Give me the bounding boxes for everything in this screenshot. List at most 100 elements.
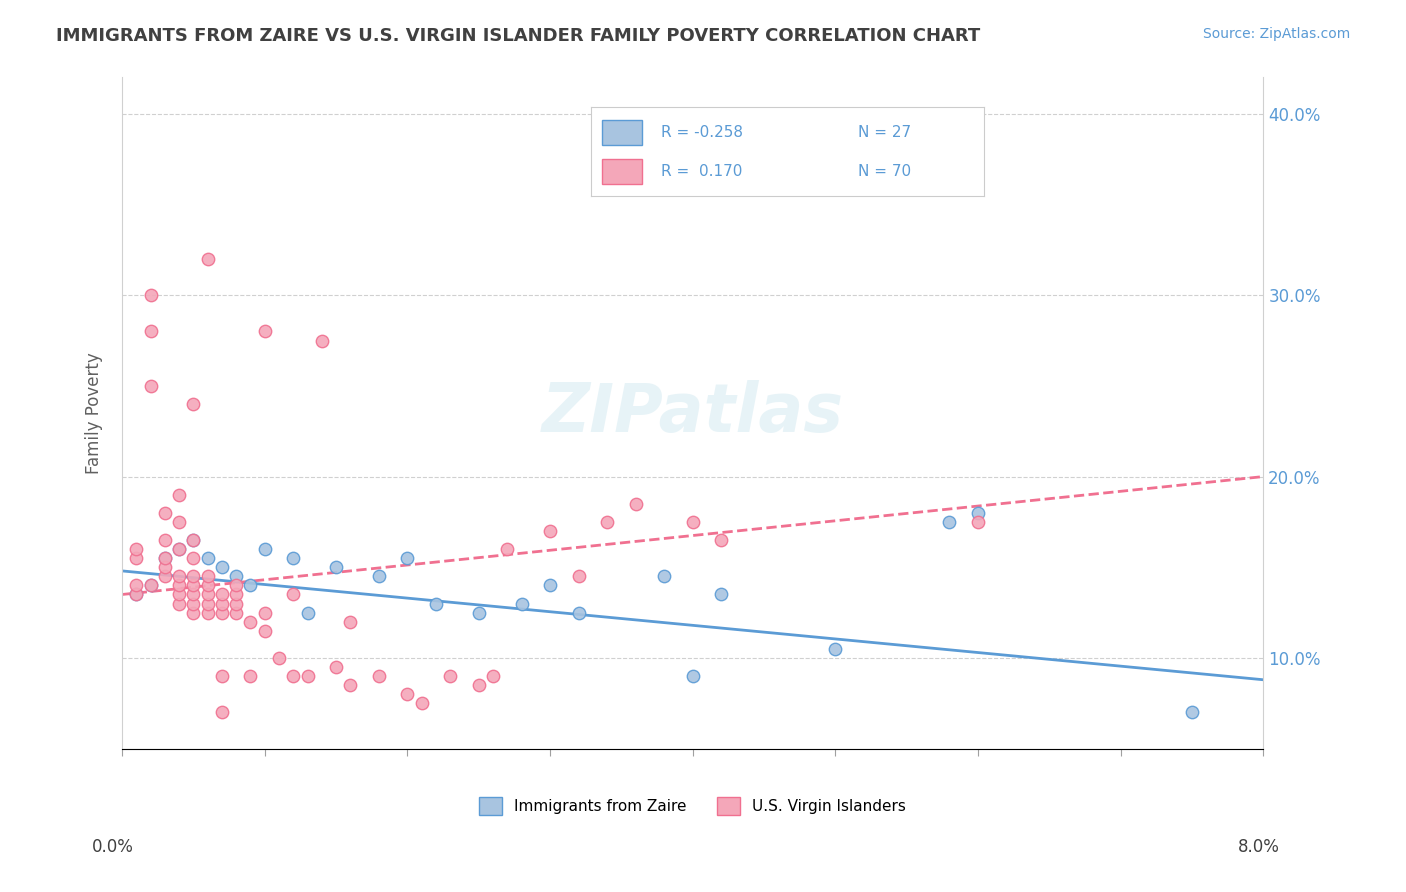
Point — [496, 542, 519, 557]
Text: Source: ZipAtlas.com: Source: ZipAtlas.com — [1202, 27, 1350, 41]
Point — [183, 551, 205, 566]
Point — [297, 606, 319, 620]
Point — [339, 678, 361, 692]
Point — [139, 288, 162, 302]
Point — [153, 533, 176, 547]
Point — [624, 497, 647, 511]
Point — [682, 515, 704, 529]
Point — [167, 578, 190, 592]
Point — [125, 578, 148, 592]
Point — [567, 606, 589, 620]
Point — [183, 587, 205, 601]
Point — [167, 569, 190, 583]
Point — [482, 669, 505, 683]
Point — [467, 678, 489, 692]
Point — [325, 560, 347, 574]
Point — [125, 587, 148, 601]
Point — [197, 606, 219, 620]
Point — [396, 687, 419, 701]
Point — [139, 578, 162, 592]
Point — [211, 669, 233, 683]
Point — [197, 551, 219, 566]
Point — [267, 651, 290, 665]
Point — [396, 551, 419, 566]
Text: IMMIGRANTS FROM ZAIRE VS U.S. VIRGIN ISLANDER FAMILY POVERTY CORRELATION CHART: IMMIGRANTS FROM ZAIRE VS U.S. VIRGIN ISL… — [56, 27, 980, 45]
Text: N = 70: N = 70 — [858, 164, 911, 178]
Text: 8.0%: 8.0% — [1237, 838, 1279, 855]
Point — [225, 578, 247, 592]
Point — [824, 641, 846, 656]
Point — [167, 542, 190, 557]
Point — [283, 587, 305, 601]
Point — [183, 606, 205, 620]
Point — [167, 597, 190, 611]
Point — [153, 560, 176, 574]
Point — [425, 597, 447, 611]
Point — [253, 624, 276, 638]
Point — [225, 597, 247, 611]
Point — [253, 325, 276, 339]
Point — [197, 578, 219, 592]
Point — [225, 587, 247, 601]
Point — [225, 606, 247, 620]
Point — [538, 578, 561, 592]
FancyBboxPatch shape — [602, 120, 641, 145]
Point — [211, 706, 233, 720]
Point — [167, 587, 190, 601]
Point — [1181, 706, 1204, 720]
Point — [197, 569, 219, 583]
Point — [167, 515, 190, 529]
Point — [652, 569, 675, 583]
Point — [239, 669, 262, 683]
Point — [411, 697, 433, 711]
Point — [283, 669, 305, 683]
Point — [139, 578, 162, 592]
Point — [967, 506, 990, 520]
Point — [567, 569, 589, 583]
Point — [467, 606, 489, 620]
Point — [197, 597, 219, 611]
Point — [153, 569, 176, 583]
Point — [938, 515, 960, 529]
Point — [211, 560, 233, 574]
Point — [253, 606, 276, 620]
FancyBboxPatch shape — [602, 159, 641, 184]
Point — [211, 597, 233, 611]
Point — [225, 569, 247, 583]
Point — [167, 488, 190, 502]
Point — [325, 660, 347, 674]
Point — [283, 551, 305, 566]
Point — [125, 542, 148, 557]
Point — [197, 587, 219, 601]
Point — [967, 515, 990, 529]
Point — [710, 533, 733, 547]
Point — [167, 542, 190, 557]
Point — [183, 569, 205, 583]
Point — [538, 524, 561, 538]
Point — [183, 578, 205, 592]
Point — [183, 397, 205, 411]
Legend: Immigrants from Zaire, U.S. Virgin Islanders: Immigrants from Zaire, U.S. Virgin Islan… — [472, 790, 912, 822]
Point — [183, 533, 205, 547]
Point — [510, 597, 533, 611]
Point — [139, 325, 162, 339]
Point — [153, 551, 176, 566]
Point — [367, 669, 389, 683]
Point — [367, 569, 389, 583]
Text: R = -0.258: R = -0.258 — [661, 125, 744, 139]
Y-axis label: Family Poverty: Family Poverty — [86, 352, 103, 474]
Point — [211, 587, 233, 601]
Point — [239, 615, 262, 629]
Point — [339, 615, 361, 629]
Point — [211, 606, 233, 620]
Point — [596, 515, 619, 529]
Point — [139, 379, 162, 393]
Point — [125, 551, 148, 566]
Point — [197, 252, 219, 266]
Text: ZIPatlas: ZIPatlas — [541, 380, 844, 446]
Point — [297, 669, 319, 683]
Point — [125, 587, 148, 601]
Point — [153, 551, 176, 566]
Text: R =  0.170: R = 0.170 — [661, 164, 742, 178]
Point — [710, 587, 733, 601]
